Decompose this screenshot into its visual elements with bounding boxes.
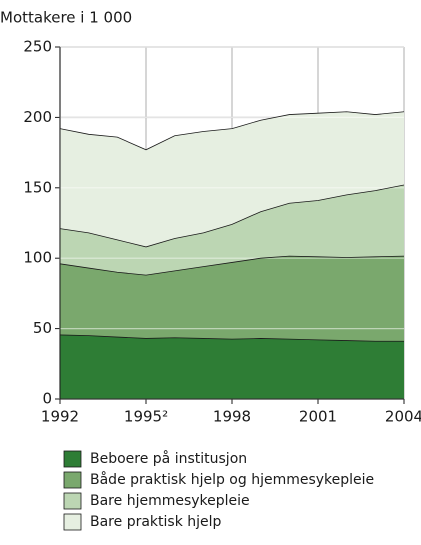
legend-swatch [63,450,82,468]
x-tick-label: 1992 [41,408,79,426]
y-tick-label: 100 [23,249,52,267]
x-tick-label: 1998 [213,408,251,426]
area-edge [59,111,405,151]
y-tick-label: 50 [33,319,52,337]
y-tick-label: 250 [23,38,52,56]
y-tick-label: 200 [23,108,52,126]
y-tick-label: 150 [23,178,52,196]
legend-swatch [63,513,82,531]
area [60,256,404,342]
area [60,334,404,399]
legend-label: Bare hjemmesykepleie [90,493,250,509]
x-tick-label: 2001 [299,408,337,426]
area [60,184,404,276]
area [60,111,404,247]
legend-label: Bare praktisk hjelp [90,514,222,530]
legend-label: Beboere på institusjon [90,450,247,467]
x-tick-label: 1995² [124,408,168,426]
x-tick-label: 2004 [385,408,421,426]
area-edge [59,184,405,248]
legend-swatch [63,471,82,489]
legend-swatch [63,492,82,510]
y-tick-label: 0 [42,390,52,408]
legend-label: Både praktisk hjelp og hjemmesykepleie [90,471,374,488]
area-edge [59,255,405,276]
area-edge [59,334,404,342]
y-axis-label: Mottakere i 1 000 [0,9,132,27]
